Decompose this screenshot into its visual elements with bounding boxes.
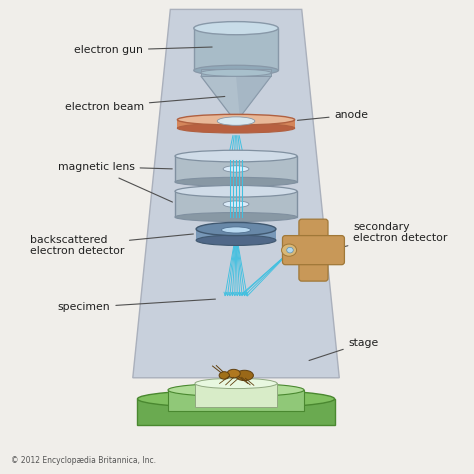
Text: backscattered
electron detector: backscattered electron detector	[29, 234, 193, 256]
Ellipse shape	[177, 123, 295, 133]
Ellipse shape	[219, 372, 229, 379]
FancyBboxPatch shape	[175, 191, 297, 217]
Ellipse shape	[227, 369, 240, 378]
Ellipse shape	[236, 370, 254, 381]
Text: stage: stage	[309, 337, 379, 361]
Polygon shape	[133, 9, 339, 378]
Ellipse shape	[194, 65, 278, 75]
Text: electron gun: electron gun	[74, 45, 212, 55]
Text: specimen: specimen	[58, 299, 215, 312]
Text: magnetic lens: magnetic lens	[58, 162, 172, 172]
Ellipse shape	[175, 185, 297, 197]
FancyBboxPatch shape	[195, 383, 277, 407]
Text: electron beam: electron beam	[65, 96, 225, 111]
Ellipse shape	[137, 390, 335, 408]
Text: anode: anode	[298, 110, 369, 120]
FancyBboxPatch shape	[196, 229, 276, 240]
Ellipse shape	[195, 378, 277, 389]
Ellipse shape	[282, 244, 297, 256]
FancyBboxPatch shape	[175, 156, 297, 182]
Ellipse shape	[223, 166, 249, 172]
Ellipse shape	[196, 222, 276, 236]
FancyBboxPatch shape	[177, 119, 295, 128]
FancyBboxPatch shape	[137, 399, 335, 425]
FancyBboxPatch shape	[283, 236, 345, 264]
Ellipse shape	[168, 383, 304, 397]
Polygon shape	[236, 76, 271, 118]
Ellipse shape	[175, 177, 297, 186]
FancyBboxPatch shape	[299, 219, 328, 281]
Ellipse shape	[201, 69, 271, 76]
Polygon shape	[201, 76, 271, 118]
Ellipse shape	[175, 212, 297, 221]
Ellipse shape	[217, 117, 255, 125]
Ellipse shape	[177, 114, 295, 125]
Ellipse shape	[221, 227, 251, 233]
FancyBboxPatch shape	[194, 28, 278, 71]
Ellipse shape	[175, 150, 297, 162]
Ellipse shape	[196, 235, 276, 246]
Text: secondary
electron detector: secondary electron detector	[344, 221, 448, 246]
FancyBboxPatch shape	[201, 70, 271, 76]
Ellipse shape	[287, 247, 293, 253]
Ellipse shape	[223, 201, 249, 208]
Ellipse shape	[194, 22, 278, 35]
FancyBboxPatch shape	[168, 390, 304, 411]
Text: © 2012 Encyclopædia Britannica, Inc.: © 2012 Encyclopædia Britannica, Inc.	[11, 456, 156, 465]
